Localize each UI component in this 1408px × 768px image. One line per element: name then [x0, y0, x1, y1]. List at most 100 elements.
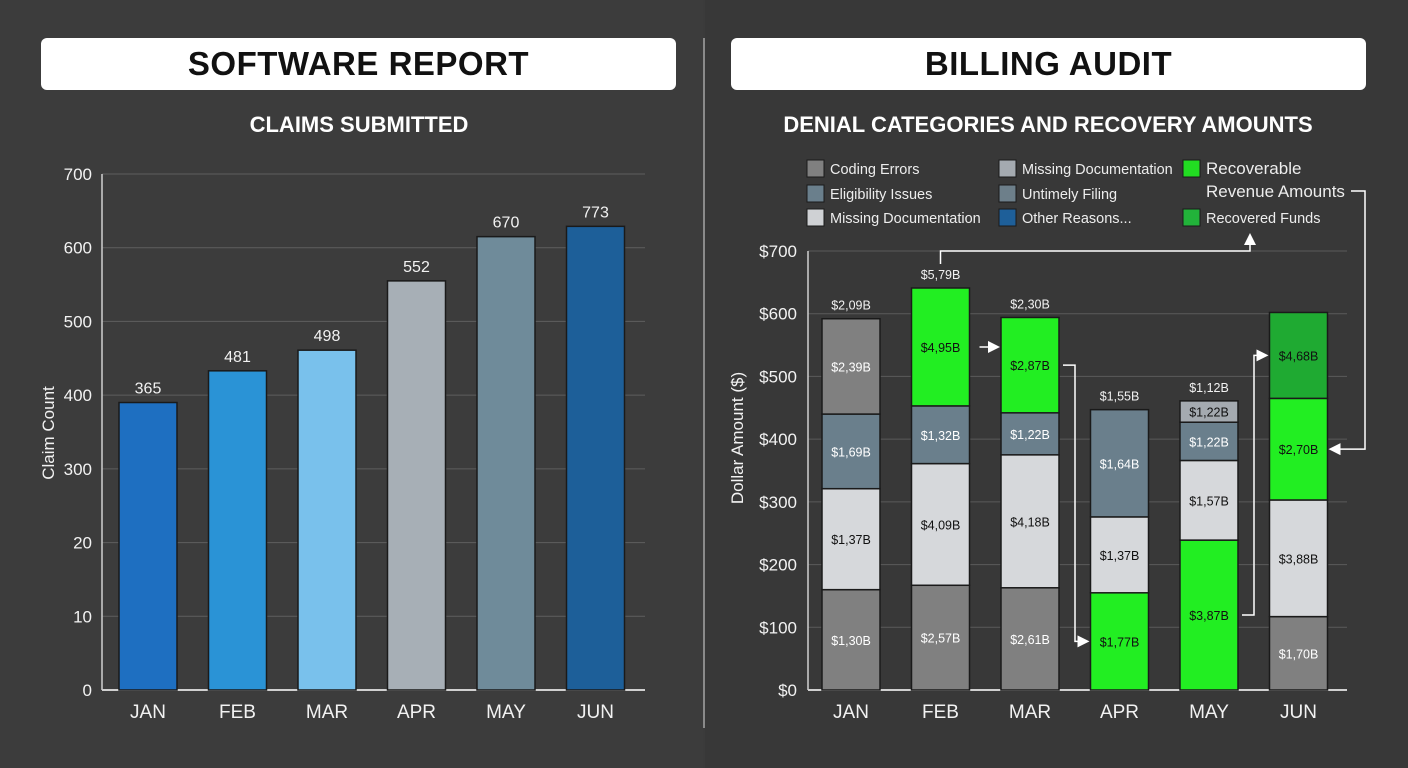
bar-segment — [1000, 316, 1060, 414]
y-tick-label: 600 — [64, 239, 92, 258]
segment-label: $1,22B — [1189, 406, 1229, 420]
claims-bar-chart: 0 10 20 300 400 500 600 700 Claim Count 365 JAN 481… — [39, 165, 645, 723]
left-banner-title: SOFTWARE REPORT — [41, 38, 676, 90]
y-tick-label: $400 — [759, 430, 797, 449]
denial-stacked-bar-chart: $0 $100 $200 $300 $400 $500 $600 $700 Dollar Amo… — [728, 159, 1366, 723]
data-label: 365 — [135, 381, 162, 398]
bar-segment — [821, 588, 881, 691]
bar-segment — [1089, 592, 1150, 691]
segment-label: $4,95B — [921, 341, 961, 355]
bar-segment — [910, 462, 971, 587]
right-banner-title: BILLING AUDIT — [731, 38, 1366, 90]
segment-label: $2,57B — [921, 632, 961, 646]
bar-segment — [1268, 311, 1329, 400]
x-tick-label: FEB — [922, 702, 959, 723]
bar-jan — [118, 401, 178, 691]
segment-label: $4,68B — [1279, 349, 1319, 363]
y-tick-label: $100 — [759, 618, 797, 637]
segment-label: $1,77B — [1100, 635, 1140, 649]
bar-jun — [565, 225, 626, 691]
bar-segment — [1268, 499, 1329, 618]
bar-segment — [1268, 397, 1329, 501]
y-tick-label: 500 — [64, 312, 92, 331]
segment-label: $1,30B — [831, 634, 871, 648]
data-label: 670 — [493, 215, 520, 232]
segment-label: $1,37B — [831, 533, 871, 547]
bar-segment — [821, 413, 881, 490]
segment-label: $1,70B — [1279, 647, 1319, 661]
left-panel: SOFTWARE REPORT CLAIMS SUBMITTED 0 10 20 30… — [0, 0, 703, 768]
legend-swatch — [806, 159, 825, 178]
y-tick-label: $700 — [759, 242, 797, 261]
data-label: 498 — [314, 328, 341, 345]
x-tick-label: JUN — [1280, 702, 1317, 723]
x-tick-label: MAR — [306, 702, 348, 723]
legend-label: Recoverable Revenue Amounts — [1206, 159, 1345, 201]
right-panel: BILLING AUDIT DENIAL CATEGORIES AND RECO… — [705, 0, 1408, 768]
segment-label: $3,87B — [1189, 609, 1229, 623]
legend-swatch — [998, 208, 1017, 227]
bar-segment — [1089, 516, 1150, 594]
y-tick-label: $300 — [759, 493, 797, 512]
bar-mar — [297, 349, 357, 691]
data-label: 552 — [403, 259, 430, 276]
segment-label: $3,88B — [1279, 552, 1319, 566]
bar-segment — [910, 405, 971, 465]
y-tick-label: $200 — [759, 556, 797, 575]
bar-segment — [1000, 454, 1060, 589]
x-tick-label: JAN — [130, 702, 166, 723]
annotation-arrow — [1063, 364, 1090, 648]
y-tick-label: 300 — [64, 460, 92, 479]
y-tick-label: $0 — [778, 681, 797, 700]
legend-swatch — [998, 184, 1017, 203]
legend-label: Missing Documentation — [1022, 162, 1173, 178]
x-tick-label: MAY — [1189, 702, 1229, 723]
x-tick-label: MAR — [1009, 702, 1051, 723]
segment-label: $1,22B — [1010, 428, 1050, 442]
annotation-arrow — [939, 233, 1256, 265]
bar-segment — [1179, 400, 1239, 423]
total-label: $2,30B — [1010, 297, 1050, 311]
y-tick-label: 10 — [73, 607, 92, 626]
segment-label: $1,69B — [831, 445, 871, 459]
segment-label: $4,18B — [1010, 515, 1050, 529]
y-tick-label: 400 — [64, 386, 92, 405]
y-tick-label: $600 — [759, 305, 797, 324]
panel-divider — [703, 38, 705, 728]
annotation-arrow — [1242, 349, 1269, 616]
segment-label: $1,37B — [1100, 549, 1140, 563]
bar-segment — [1089, 408, 1150, 518]
bar-apr — [386, 280, 447, 691]
right-chart-title: DENIAL CATEGORIES AND RECOVERY AMOUNTS — [783, 112, 1313, 137]
y-tick-label: $500 — [759, 367, 797, 386]
legend-swatch — [806, 184, 825, 203]
legend-label: Eligibility Issues — [830, 187, 932, 203]
bar-feb — [207, 370, 268, 691]
bar-segment — [821, 487, 881, 591]
bar-segment — [821, 317, 881, 415]
data-label: 773 — [582, 204, 609, 221]
segment-label: $4,09B — [921, 518, 961, 532]
total-label: $1,12B — [1189, 381, 1229, 395]
legend-label: Untimely Filing — [1022, 187, 1117, 203]
y-axis-label: Dollar Amount ($) — [728, 372, 747, 504]
legend-swatch — [806, 208, 825, 227]
segment-label: $2,70B — [1279, 443, 1319, 457]
y-tick-label: 0 — [83, 681, 92, 700]
legend-swatch — [998, 159, 1017, 178]
y-tick-label: 20 — [73, 534, 92, 553]
bar-segment — [1179, 539, 1239, 691]
legend-swatch — [1182, 159, 1201, 178]
bar-segment — [1179, 421, 1239, 462]
x-tick-label: APR — [397, 702, 436, 723]
segment-label: $1,32B — [921, 429, 961, 443]
annotation-arrow — [1328, 190, 1366, 456]
x-tick-label: APR — [1100, 702, 1139, 723]
data-label: 481 — [224, 349, 251, 366]
segment-label: $1,64B — [1100, 457, 1140, 471]
segment-label: $1,22B — [1189, 435, 1229, 449]
bar-segment — [910, 287, 971, 407]
x-tick-label: JAN — [833, 702, 869, 723]
y-axis-label: Claim Count — [39, 386, 58, 480]
total-label: $5,79B — [921, 268, 961, 282]
